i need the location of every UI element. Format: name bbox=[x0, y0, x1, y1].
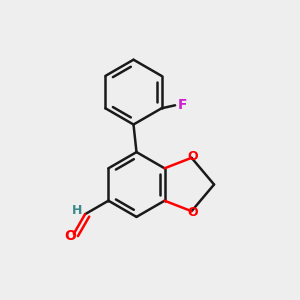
Text: O: O bbox=[188, 150, 198, 163]
Text: H: H bbox=[72, 204, 83, 217]
Text: O: O bbox=[64, 229, 76, 243]
Text: O: O bbox=[188, 206, 198, 219]
Text: F: F bbox=[178, 98, 187, 112]
